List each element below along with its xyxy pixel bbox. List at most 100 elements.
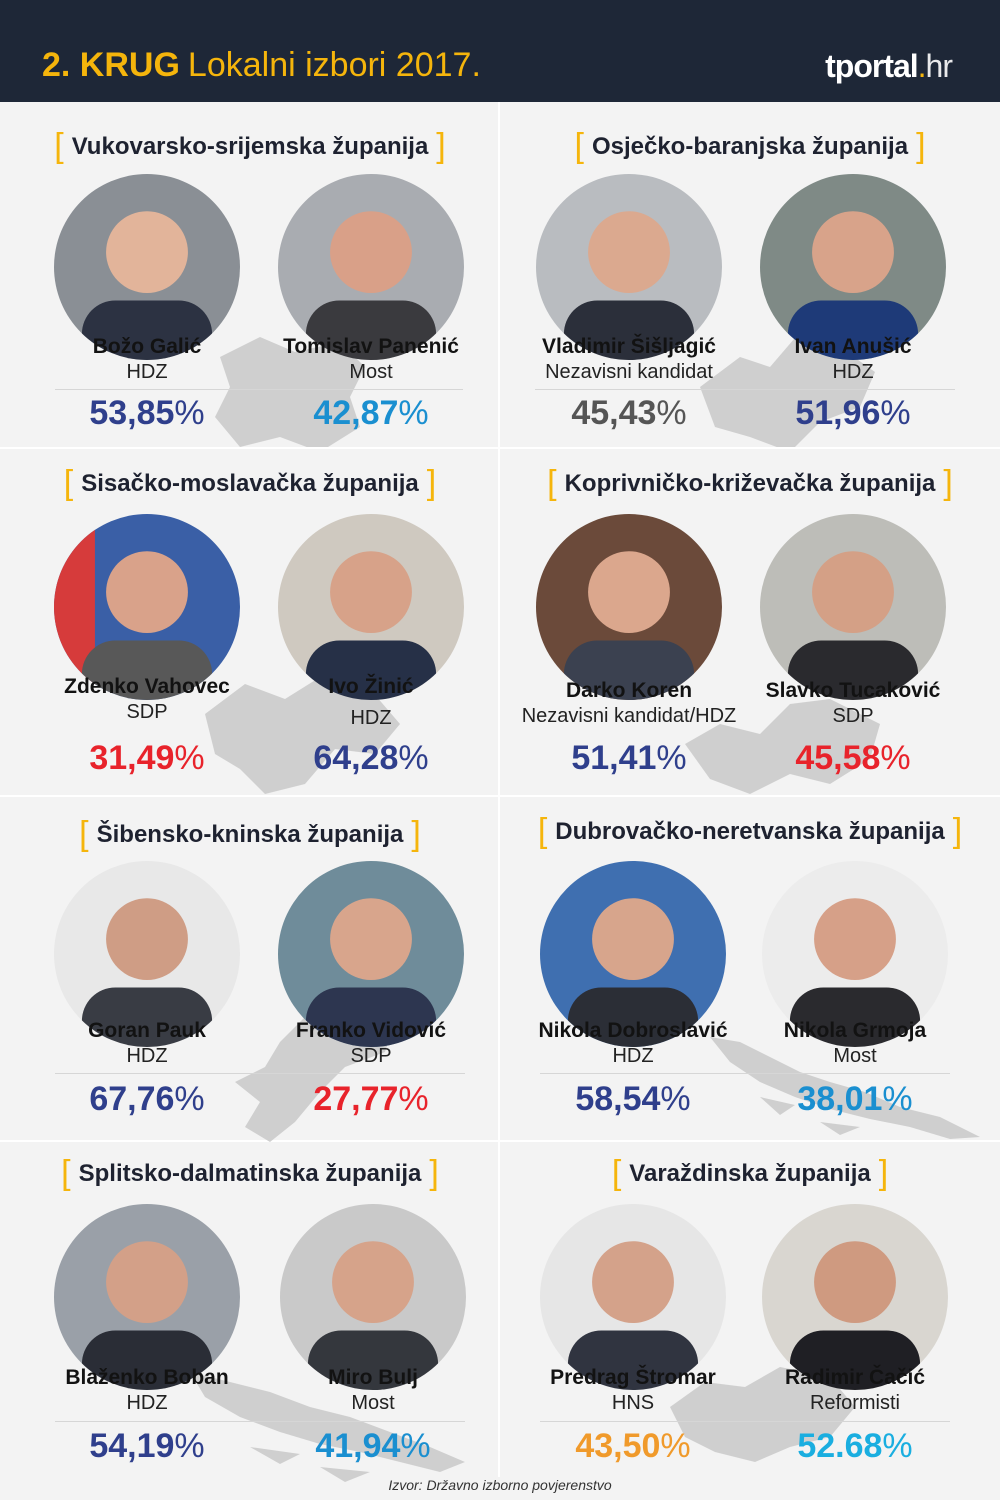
candidate-photo <box>540 861 726 1047</box>
round-label: 2. KRUG <box>42 46 180 84</box>
county-title: [Šibensko-kninska županija] <box>79 815 421 853</box>
vertical-divider <box>498 102 500 1477</box>
candidate-info: Slavko Tucaković SDP <box>738 679 968 728</box>
separator <box>55 389 463 390</box>
candidate-result: 45,58% <box>795 739 911 777</box>
separator <box>55 1421 465 1422</box>
candidate-photo <box>278 861 464 1047</box>
candidate-name: Goran Pauk <box>88 1019 206 1042</box>
candidate-party: HNS <box>611 1392 655 1414</box>
candidate-party: SDP <box>832 705 874 727</box>
candidate-result: 67,76% <box>89 1080 205 1118</box>
candidate-name: Nikola Dobroslavić <box>538 1019 728 1042</box>
candidate-name: Ivo Žinić <box>328 675 414 698</box>
county-title: [Varaždinska županija] <box>611 1154 889 1192</box>
county-panel: [Koprivničko-križevačka županija] Darko … <box>500 449 1000 794</box>
candidate-photo <box>536 514 722 700</box>
county-panel: [Šibensko-kninska županija] Goran Pauk HD… <box>0 797 500 1142</box>
candidate-party: HDZ <box>350 707 392 729</box>
candidate-name: Blaženko Boban <box>65 1366 229 1389</box>
candidate-name: Miro Bulj <box>328 1366 418 1389</box>
candidate-name: Vladimir Šišljagić <box>542 335 716 358</box>
candidate-party: HDZ <box>126 1392 168 1414</box>
candidate-result: 38,01% <box>797 1080 913 1118</box>
candidate-name: Ivan Anušić <box>794 335 912 358</box>
candidate-result: 27,77% <box>313 1080 429 1118</box>
candidate-info: Predrag Štromar HNS <box>518 1366 748 1415</box>
candidate-name: Franko Vidović <box>295 1019 447 1042</box>
candidate-party: SDP <box>126 701 168 723</box>
county-title: [Osječko-baranjska županija] <box>574 127 926 165</box>
county-map-icon <box>235 1017 395 1142</box>
county-title: [Dubrovačko-neretvanska županija] <box>537 812 963 850</box>
county-map-icon <box>205 674 400 794</box>
candidate-info: Božo Galić HDZ <box>32 335 262 384</box>
candidate-result: 43,50% <box>575 1427 691 1465</box>
election-label: Lokalni izbori 2017. <box>187 46 481 84</box>
candidate-result: 58,54% <box>575 1080 691 1118</box>
candidate-info: Goran Pauk HDZ <box>32 1019 262 1068</box>
candidate-party: Most <box>349 361 393 383</box>
county-map-icon <box>215 337 365 447</box>
tportal-logo[interactable]: tportal.hr <box>825 48 953 85</box>
county-panel: [Dubrovačko-neretvanska županija] Nikola… <box>500 797 1000 1142</box>
candidate-party: HDZ <box>832 361 874 383</box>
candidate-name: Božo Galić <box>92 335 202 358</box>
candidate-photo <box>762 1204 948 1390</box>
candidate-info: Miro Bulj Most <box>258 1366 488 1415</box>
header: 2. KRUG Lokalni izbori 2017. tportal.hr <box>0 0 1000 102</box>
candidate-name: Slavko Tucaković <box>765 679 941 702</box>
candidate-result: 52.68% <box>797 1427 913 1465</box>
candidate-result: 42,87% <box>313 394 429 432</box>
candidate-name: Radimir Čačić <box>784 1366 926 1389</box>
candidate-result: 64,28% <box>313 739 429 777</box>
candidate-photo <box>278 514 464 700</box>
candidate-party: HDZ <box>126 1045 168 1067</box>
candidate-party: HDZ <box>612 1045 654 1067</box>
page-title: 2. KRUG Lokalni izbori 2017. <box>42 46 481 85</box>
county-title: [Vukovarsko-srijemska županija] <box>54 127 446 165</box>
county-panel: [Varaždinska županija] Predrag Štromar HN… <box>500 1142 1000 1487</box>
candidate-name: Predrag Štromar <box>550 1366 716 1389</box>
county-title: [Splitsko-dalmatinska županija] <box>61 1154 439 1192</box>
logo-dot: . <box>917 48 927 84</box>
logo-main: tportal <box>825 48 919 84</box>
county-panel: [Vukovarsko-srijemska županija] Božo Gal… <box>0 102 500 447</box>
candidate-photo <box>280 1204 466 1390</box>
candidate-result: 51,96% <box>795 394 911 432</box>
candidate-photo <box>54 1204 240 1390</box>
candidate-info: Zdenko Vahovec SDP <box>32 675 262 724</box>
candidate-info: Franko Vidović SDP <box>256 1019 486 1068</box>
candidate-info: Vladimir Šišljagić Nezavisni kandidat <box>514 335 744 384</box>
county-map-icon <box>685 699 880 794</box>
row-divider <box>0 795 1000 797</box>
candidate-name: Zdenko Vahovec <box>64 675 230 698</box>
candidate-party: HDZ <box>126 361 168 383</box>
candidate-info: Nikola Dobroslavić HDZ <box>518 1019 748 1068</box>
candidate-photo <box>760 174 946 360</box>
candidate-result: 41,94% <box>315 1427 431 1465</box>
candidate-party: SDP <box>350 1045 392 1067</box>
candidate-party: Most <box>833 1045 877 1067</box>
separator <box>55 1073 465 1074</box>
candidate-info: Nikola Grmoja Most <box>740 1019 970 1068</box>
row-divider <box>0 447 1000 449</box>
candidate-info: Ivan Anušić HDZ <box>738 335 968 384</box>
candidate-photo <box>278 174 464 360</box>
candidate-photo <box>54 174 240 360</box>
separator <box>535 389 955 390</box>
separator <box>540 1421 950 1422</box>
row-divider <box>0 1140 1000 1142</box>
source-note: Izvor: Državno izborno povjerenstvo <box>388 1477 612 1493</box>
county-panel: [Osječko-baranjska županija] Vladimir Ši… <box>500 102 1000 447</box>
candidate-info: Blaženko Boban HDZ <box>32 1366 262 1415</box>
candidate-photo <box>536 174 722 360</box>
candidate-result: 31,49% <box>89 739 205 777</box>
candidate-info: Ivo Žinić HDZ <box>256 675 486 730</box>
candidate-info: Radimir Čačić Reformisti <box>740 1366 970 1415</box>
candidate-name: Nikola Grmoja <box>783 1019 927 1042</box>
candidate-name: Darko Koren <box>565 679 693 702</box>
candidate-party: Nezavisni kandidat/HDZ <box>521 705 737 727</box>
candidate-photo <box>54 514 240 700</box>
separator <box>540 1073 950 1074</box>
